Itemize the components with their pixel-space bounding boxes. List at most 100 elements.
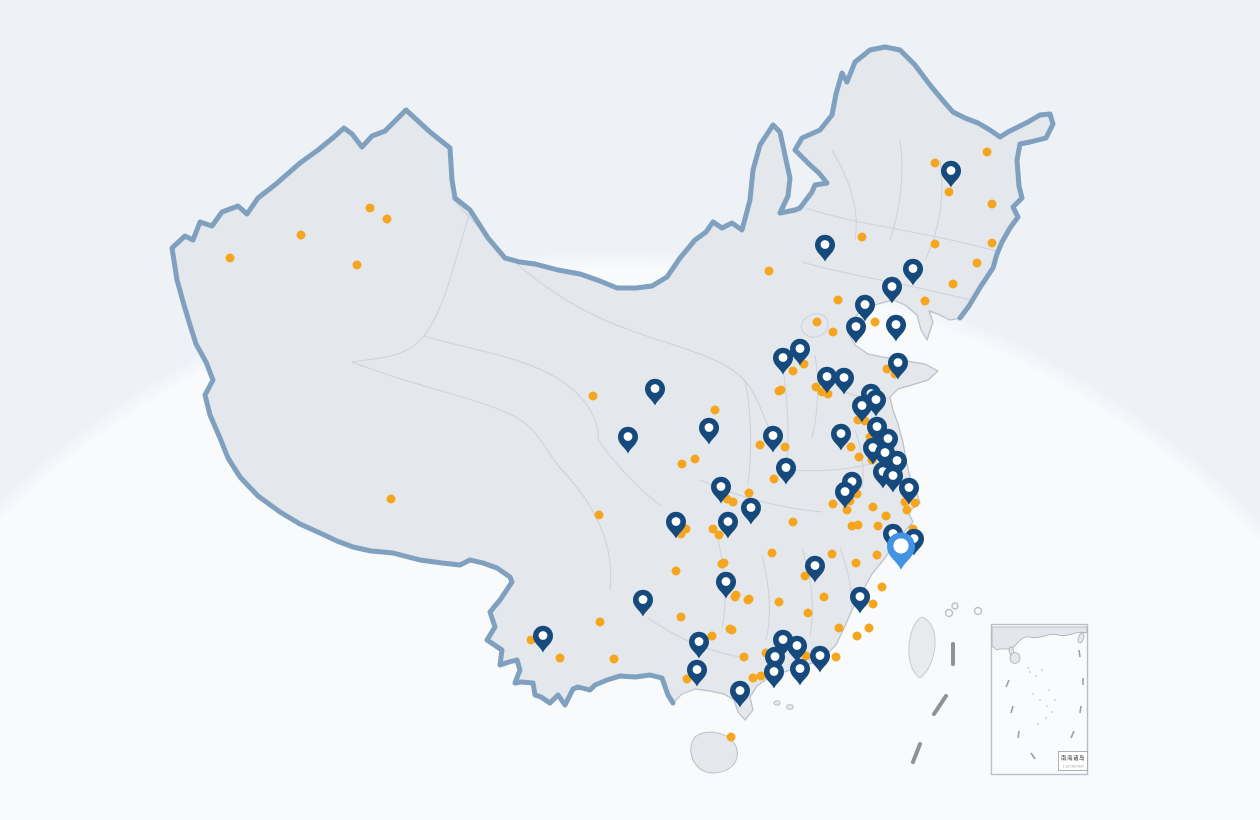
partner-dot	[803, 608, 813, 618]
location-pin[interactable]	[855, 294, 875, 322]
location-pin[interactable]	[741, 497, 761, 525]
partner-dot	[828, 499, 838, 509]
location-pin[interactable]	[790, 658, 810, 686]
partner-dot	[767, 548, 777, 558]
partner-dot	[987, 199, 997, 209]
location-pin[interactable]	[730, 680, 750, 708]
location-pin[interactable]	[941, 160, 961, 188]
partner-dot	[828, 327, 838, 337]
partner-dot	[744, 488, 754, 498]
partner-dot	[708, 524, 718, 534]
inset-hainan	[1009, 652, 1021, 664]
partner-dot	[739, 652, 749, 662]
location-pin[interactable]	[888, 352, 908, 380]
offshore-island-ring	[944, 608, 954, 618]
location-pin[interactable]	[805, 555, 825, 583]
partner-dot	[827, 549, 837, 559]
location-pin[interactable]	[815, 234, 835, 262]
partner-dot	[987, 238, 997, 248]
location-pin[interactable]	[718, 511, 738, 539]
partner-dot	[788, 517, 798, 527]
partner-dot	[873, 521, 883, 531]
partner-dot	[854, 452, 864, 462]
partner-dot	[677, 459, 687, 469]
partner-dot	[769, 474, 779, 484]
partner-dot	[382, 214, 392, 224]
partner-dot	[671, 566, 681, 576]
partner-dot	[710, 405, 720, 415]
partner-dot	[755, 440, 765, 450]
location-pin[interactable]	[773, 347, 793, 375]
location-pin[interactable]	[835, 481, 855, 509]
location-pin[interactable]	[689, 631, 709, 659]
location-pin[interactable]	[763, 425, 783, 453]
partner-dot	[831, 652, 841, 662]
partner-dot	[853, 520, 863, 530]
partner-dot	[819, 592, 829, 602]
location-pin[interactable]	[903, 258, 923, 286]
location-pin[interactable]	[787, 635, 807, 663]
partner-dot	[852, 631, 862, 641]
partner-dot	[982, 147, 992, 157]
partner-dot	[609, 654, 619, 664]
location-pin[interactable]	[852, 395, 872, 423]
partner-dot	[868, 599, 878, 609]
highlighted-location-pin[interactable]	[887, 532, 915, 570]
location-pin[interactable]	[711, 476, 731, 504]
location-pin[interactable]	[666, 511, 686, 539]
partner-dot	[725, 624, 735, 634]
location-pin[interactable]	[645, 378, 665, 406]
location-pin[interactable]	[810, 645, 830, 673]
location-pin[interactable]	[699, 417, 719, 445]
south-china-sea-inset: 南海诸岛 1:32 000 000	[990, 623, 1089, 776]
offshore-island-ring	[973, 606, 983, 616]
location-pin[interactable]	[687, 659, 707, 687]
partner-dot	[857, 232, 867, 242]
partner-dot	[225, 253, 235, 263]
partner-dot	[864, 623, 874, 633]
location-pin[interactable]	[882, 276, 902, 304]
partner-dot	[800, 571, 810, 581]
location-pin[interactable]	[899, 477, 919, 505]
location-pin[interactable]	[850, 586, 870, 614]
partner-dot	[676, 612, 686, 622]
location-pin[interactable]	[533, 625, 553, 653]
location-pin[interactable]	[790, 338, 810, 366]
location-pins-layer	[533, 160, 961, 708]
location-pin[interactable]	[817, 366, 837, 394]
partner-dot	[365, 203, 375, 213]
partner-dot	[707, 631, 717, 641]
partner-dot	[930, 239, 940, 249]
partner-dot	[877, 582, 887, 592]
location-pin[interactable]	[618, 426, 638, 454]
partner-dot	[944, 187, 954, 197]
location-pin[interactable]	[846, 316, 866, 344]
partner-dot	[920, 296, 930, 306]
inset-label-box	[1058, 751, 1088, 771]
partner-dot	[594, 510, 604, 520]
location-pin[interactable]	[831, 423, 851, 451]
inset-scale-label: 1:32 000 000	[1063, 765, 1084, 769]
hainan-island	[690, 731, 738, 774]
partner-dot	[846, 442, 856, 452]
partner-dot	[555, 653, 565, 663]
national-border-line	[169, 44, 1056, 708]
boundary-dash	[911, 742, 922, 764]
pearl-delta-islet	[786, 704, 794, 710]
location-pin[interactable]	[716, 571, 736, 599]
partner-dot	[842, 505, 852, 515]
location-pin[interactable]	[633, 589, 653, 617]
partner-dot	[870, 317, 880, 327]
partner-dot	[595, 617, 605, 627]
location-pin[interactable]	[883, 465, 903, 493]
partner-dot	[910, 498, 920, 508]
location-pin[interactable]	[776, 457, 796, 485]
location-pin[interactable]	[834, 367, 854, 395]
partner-dot	[728, 497, 738, 507]
inset-nine-dash-line	[1005, 649, 1084, 760]
inset-title-label: 南海诸岛	[1061, 754, 1085, 762]
partner-dot	[764, 266, 774, 276]
location-pin[interactable]	[764, 661, 784, 689]
partner-dot	[948, 279, 958, 289]
location-pin[interactable]	[886, 314, 906, 342]
